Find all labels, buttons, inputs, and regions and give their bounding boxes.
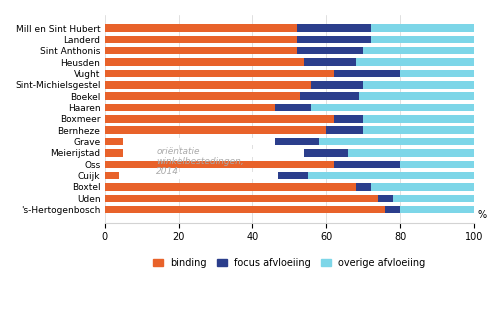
Bar (311, 81, 362, 89)
Bar (362, 47, 473, 54)
Bar (333, 160, 399, 168)
Bar (104, 47, 296, 54)
Bar (399, 160, 473, 168)
Text: oriëntatie
winkelbestedingen,
2014: oriëntatie winkelbestedingen, 2014 (156, 147, 243, 176)
Bar (362, 81, 473, 89)
Bar (392, 195, 473, 202)
Bar (362, 115, 473, 123)
Bar (359, 92, 473, 100)
Bar (104, 36, 296, 43)
Bar (355, 58, 473, 66)
Bar (104, 206, 385, 213)
Legend: binding, focus afvloeiing, overige afvloeiing: binding, focus afvloeiing, overige afvlo… (149, 254, 428, 272)
Bar (123, 138, 274, 145)
Bar (274, 138, 318, 145)
Bar (104, 81, 311, 89)
Bar (318, 138, 473, 145)
Bar (311, 104, 473, 111)
Bar (296, 25, 370, 32)
Bar (104, 149, 304, 156)
Bar (377, 195, 392, 202)
Bar (370, 36, 473, 43)
Bar (304, 149, 348, 156)
Bar (104, 58, 304, 66)
Bar (123, 149, 304, 156)
Bar (348, 149, 473, 156)
Bar (104, 138, 274, 145)
Text: %: % (477, 210, 486, 220)
Bar (104, 127, 326, 134)
Bar (296, 47, 362, 54)
Bar (104, 160, 333, 168)
Bar (104, 25, 296, 32)
Bar (399, 206, 473, 213)
Bar (355, 183, 370, 191)
Bar (104, 172, 278, 179)
Bar (307, 172, 473, 179)
Bar (370, 183, 473, 191)
Bar (104, 195, 377, 202)
Bar (104, 70, 333, 77)
Bar (362, 127, 473, 134)
Bar (304, 58, 355, 66)
Bar (326, 127, 362, 134)
Bar (104, 92, 300, 100)
Bar (119, 172, 278, 179)
Bar (370, 25, 473, 32)
Bar (300, 92, 359, 100)
Bar (104, 183, 355, 191)
Bar (104, 115, 333, 123)
Bar (333, 115, 362, 123)
Bar (333, 70, 399, 77)
Bar (296, 36, 370, 43)
Bar (385, 206, 399, 213)
Bar (278, 172, 307, 179)
Bar (104, 104, 274, 111)
Bar (274, 104, 311, 111)
Bar (399, 70, 473, 77)
